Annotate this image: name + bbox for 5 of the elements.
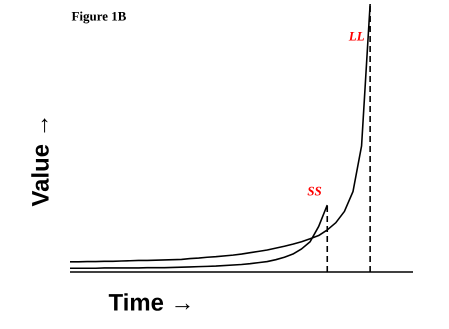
- series-label: SS: [308, 186, 322, 196]
- y-axis-title: Value →: [31, 118, 49, 206]
- series-label: LL: [348, 32, 364, 40]
- x-axis-title: Time →: [108, 293, 190, 311]
- text: Figure 1B: [72, 12, 126, 24]
